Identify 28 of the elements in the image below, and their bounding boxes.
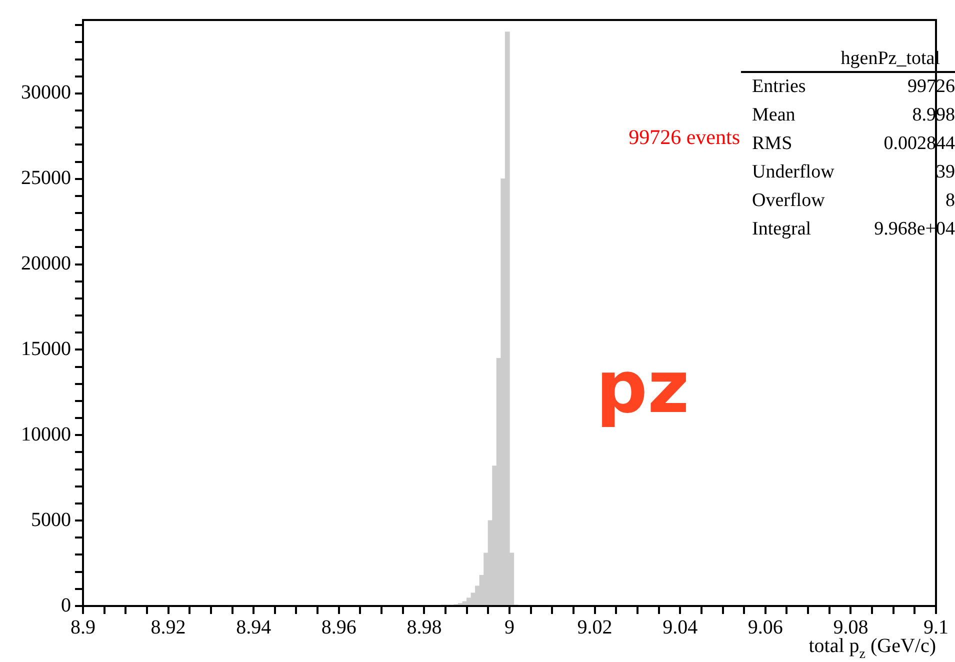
x-tick-label: 8.9 bbox=[70, 616, 96, 638]
text: 39 bbox=[936, 162, 955, 182]
y-tick-label: 5000 bbox=[31, 508, 71, 531]
annotation: Mean bbox=[752, 104, 796, 126]
y-tick-label: 10000 bbox=[21, 423, 71, 446]
x-tick-label: 9.04 bbox=[662, 616, 698, 638]
x-tick-label: 9 bbox=[504, 616, 514, 638]
x-tick-label: 9.08 bbox=[833, 616, 868, 638]
y-tick-label: 25000 bbox=[21, 167, 71, 190]
annotation: Overflow bbox=[752, 190, 826, 211]
annotation: Underflow bbox=[752, 162, 835, 182]
x-tick-label: 9.1 bbox=[924, 616, 948, 638]
text: 8 bbox=[946, 190, 955, 211]
annotation: pz bbox=[596, 345, 690, 429]
y-tick-label: 20000 bbox=[21, 252, 71, 275]
y-tick-label: 15000 bbox=[21, 338, 71, 360]
x-tick-label: 8.98 bbox=[406, 616, 442, 638]
x-tick-label: 8.94 bbox=[236, 616, 272, 638]
x-tick-label: 9.06 bbox=[748, 616, 783, 638]
x-tick-label: 9.02 bbox=[577, 616, 612, 638]
x-tick-label: 8.92 bbox=[150, 616, 186, 638]
y-tick-label: 0 bbox=[61, 594, 71, 616]
annotation: RMS bbox=[752, 133, 792, 154]
annotation: Entries bbox=[752, 76, 806, 97]
annotation: Integral bbox=[752, 218, 812, 240]
x-tick-label: 8.96 bbox=[321, 616, 356, 638]
annotation: 99726 events bbox=[628, 125, 740, 149]
y-tick-label: 30000 bbox=[21, 82, 71, 104]
